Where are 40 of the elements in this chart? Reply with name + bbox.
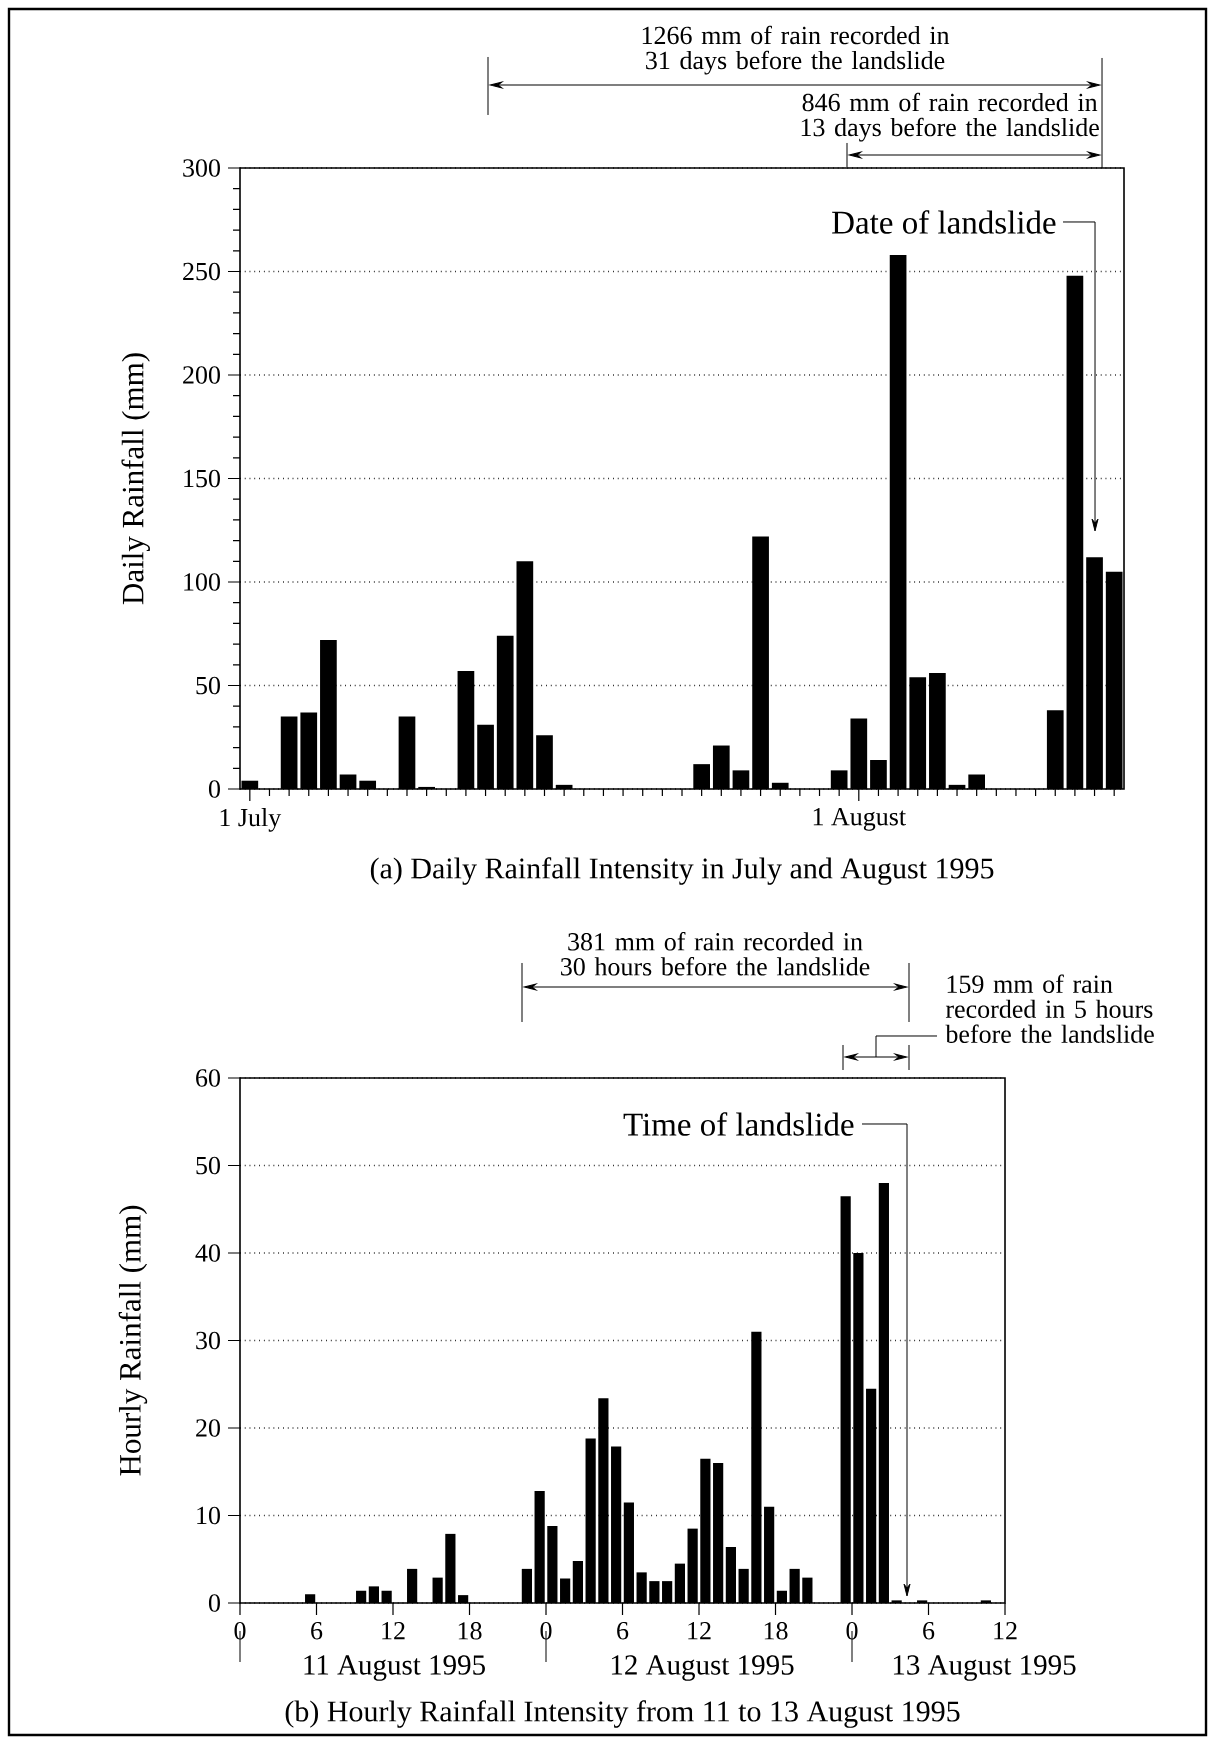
text: 12 August 1995 (611, 1655, 794, 1681)
x-tick-label: 12 (994, 1622, 1017, 1640)
text: 159 mm of rain recorded in 5 hours before the landslide (945, 974, 1154, 1043)
text: (a) Daily Rainfall Intensity in July and August 1995 (370, 857, 994, 885)
y-tick-label: 250 (183, 262, 220, 281)
y-tick-label: 60 (196, 1069, 220, 1087)
x-tick-label: 1 August (813, 808, 906, 831)
x-tick-label: 6 (617, 1622, 629, 1640)
x-tick-label: 18 (458, 1622, 482, 1640)
y-tick-label: 300 (183, 159, 220, 177)
x-tick-label: 6 (923, 1622, 935, 1640)
x-tick-label: 0 (846, 1622, 858, 1640)
annotation: Date of landslide (832, 210, 1056, 234)
y-tick-label: 50 (196, 676, 220, 695)
text: 13 August 1995 (893, 1655, 1076, 1681)
y-axis-title: Hourly Rainfall (mm) (118, 1205, 148, 1476)
x-tick-label: 18 (764, 1622, 788, 1640)
y-tick-label: 40 (195, 1244, 220, 1262)
y-tick-label: 0 (208, 780, 220, 798)
y-tick-label: 20 (196, 1419, 220, 1437)
text: 11 August 1995 (304, 1655, 485, 1681)
x-tick-label: 12 (688, 1622, 711, 1640)
y-tick-label: 30 (196, 1331, 220, 1350)
y-tick-label: 10 (197, 1506, 220, 1525)
y-tick-label: 0 (208, 1594, 220, 1612)
annotation: Time of landslide (623, 1112, 854, 1136)
x-tick-label: 6 (311, 1622, 323, 1640)
x-tick-label: 0 (234, 1622, 246, 1640)
x-tick-label: 0 (540, 1622, 552, 1640)
text: 846 mm of rain recorded in 13 days before the landslide (801, 92, 1099, 142)
text: 381 mm of rain recorded in 30 hours before the landslide (561, 932, 870, 976)
y-axis-title: Daily Rainfall (mm) (121, 353, 150, 605)
x-tick-label: 1 July (220, 808, 282, 832)
text: (b) Hourly Rainfall Intensity from 11 to 13 August 1995 (285, 1700, 960, 1728)
y-tick-label: 150 (184, 469, 220, 488)
text: 1266 mm of rain recorded in 31 days before the landslide (642, 25, 950, 75)
y-tick-label: 50 (196, 1156, 220, 1175)
y-tick-label: 200 (183, 366, 220, 384)
y-tick-label: 100 (184, 573, 220, 591)
x-tick-label: 12 (382, 1622, 405, 1640)
